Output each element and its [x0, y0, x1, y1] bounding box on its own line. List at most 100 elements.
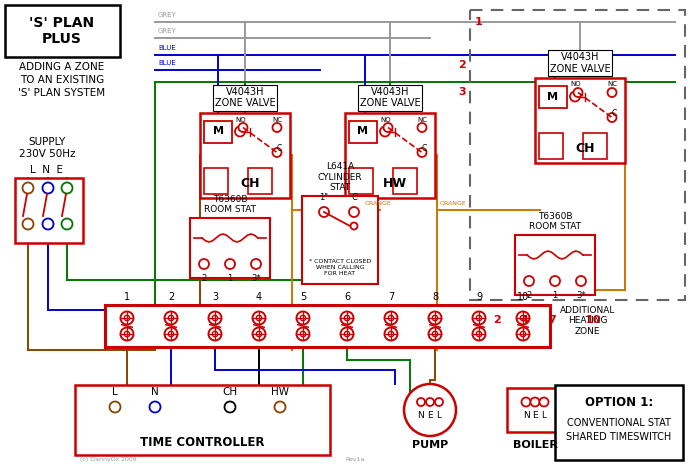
Circle shape — [570, 92, 580, 102]
Text: 2: 2 — [458, 60, 466, 70]
Text: 10: 10 — [517, 292, 529, 302]
Text: T6360B
ROOM STAT: T6360B ROOM STAT — [529, 212, 581, 231]
Text: N: N — [522, 410, 529, 419]
Circle shape — [384, 312, 397, 324]
Text: NO: NO — [571, 81, 581, 88]
Circle shape — [275, 402, 286, 412]
Text: NO: NO — [381, 117, 391, 123]
FancyBboxPatch shape — [75, 385, 330, 455]
FancyBboxPatch shape — [583, 132, 607, 159]
Text: 3*: 3* — [251, 274, 261, 283]
Circle shape — [164, 328, 177, 341]
Circle shape — [253, 312, 266, 324]
Circle shape — [351, 222, 357, 229]
Circle shape — [432, 315, 437, 321]
Circle shape — [473, 328, 486, 341]
Circle shape — [404, 384, 456, 436]
Text: L: L — [112, 387, 118, 397]
Text: C: C — [611, 109, 617, 118]
FancyBboxPatch shape — [507, 388, 563, 432]
Circle shape — [273, 123, 282, 132]
Text: M: M — [547, 92, 558, 102]
Text: NC: NC — [417, 117, 427, 123]
Text: BOILER: BOILER — [513, 440, 558, 450]
Circle shape — [417, 398, 425, 406]
Circle shape — [473, 312, 486, 324]
Circle shape — [517, 328, 529, 341]
Text: C: C — [351, 193, 357, 202]
Text: SUPPLY
230V 50Hz: SUPPLY 230V 50Hz — [19, 137, 75, 159]
Text: 'S' PLAN
PLUS: 'S' PLAN PLUS — [30, 16, 95, 46]
Circle shape — [340, 328, 353, 341]
Text: E: E — [532, 410, 538, 419]
Circle shape — [300, 331, 306, 337]
FancyBboxPatch shape — [393, 168, 417, 193]
Text: HW: HW — [383, 177, 407, 190]
Text: C: C — [422, 144, 426, 153]
Circle shape — [239, 123, 248, 132]
Circle shape — [380, 126, 390, 137]
Circle shape — [428, 312, 442, 324]
Text: ORANGE: ORANGE — [365, 201, 392, 206]
Circle shape — [110, 402, 121, 412]
Text: 1": 1" — [319, 193, 328, 202]
Circle shape — [576, 276, 586, 286]
Text: V4043H
ZONE VALVE: V4043H ZONE VALVE — [550, 52, 611, 73]
FancyBboxPatch shape — [555, 385, 683, 460]
Circle shape — [225, 259, 235, 269]
Text: N: N — [417, 410, 424, 419]
FancyBboxPatch shape — [204, 120, 232, 142]
Circle shape — [476, 315, 482, 321]
Circle shape — [199, 259, 209, 269]
Circle shape — [208, 328, 221, 341]
Text: 7: 7 — [548, 315, 556, 325]
FancyBboxPatch shape — [345, 112, 435, 197]
Text: 3*: 3* — [576, 291, 586, 300]
Circle shape — [520, 315, 526, 321]
Text: CH: CH — [240, 177, 259, 190]
Text: TIME CONTROLLER: TIME CONTROLLER — [140, 437, 265, 449]
Circle shape — [208, 312, 221, 324]
Text: NO: NO — [236, 117, 246, 123]
Circle shape — [224, 402, 235, 412]
FancyBboxPatch shape — [535, 78, 625, 162]
Circle shape — [522, 397, 531, 407]
Text: 1: 1 — [475, 17, 483, 27]
Circle shape — [432, 331, 437, 337]
Text: NC: NC — [272, 117, 282, 123]
Circle shape — [388, 315, 394, 321]
Text: ADDING A ZONE
TO AN EXISTING
'S' PLAN SYSTEM: ADDING A ZONE TO AN EXISTING 'S' PLAN SY… — [19, 62, 106, 98]
Text: T6360B
ROOM STAT: T6360B ROOM STAT — [204, 195, 256, 214]
Text: L  N  E: L N E — [30, 165, 63, 175]
Text: E: E — [427, 410, 433, 419]
Text: CH: CH — [222, 387, 237, 397]
Circle shape — [520, 331, 526, 337]
Text: PUMP: PUMP — [412, 440, 448, 450]
Circle shape — [435, 398, 443, 406]
Circle shape — [61, 219, 72, 229]
Circle shape — [573, 88, 582, 97]
Circle shape — [340, 312, 353, 324]
Circle shape — [124, 331, 130, 337]
Text: GREY: GREY — [158, 12, 177, 18]
FancyBboxPatch shape — [515, 235, 595, 295]
Circle shape — [319, 207, 329, 217]
FancyBboxPatch shape — [200, 112, 290, 197]
Circle shape — [388, 331, 394, 337]
Text: (c) DannyOz 2009: (c) DannyOz 2009 — [80, 457, 137, 462]
Text: L641A
CYLINDER
STAT: L641A CYLINDER STAT — [317, 162, 362, 192]
Text: 5: 5 — [300, 292, 306, 302]
Circle shape — [384, 123, 393, 132]
Text: 3: 3 — [458, 87, 466, 97]
Text: 7: 7 — [388, 292, 394, 302]
Circle shape — [607, 113, 616, 122]
Circle shape — [213, 331, 218, 337]
Circle shape — [150, 402, 161, 412]
Circle shape — [607, 88, 616, 97]
Text: 1: 1 — [228, 274, 233, 283]
Text: M: M — [357, 126, 368, 137]
Circle shape — [417, 148, 426, 157]
Circle shape — [121, 312, 133, 324]
Circle shape — [213, 315, 218, 321]
Text: 4: 4 — [256, 292, 262, 302]
